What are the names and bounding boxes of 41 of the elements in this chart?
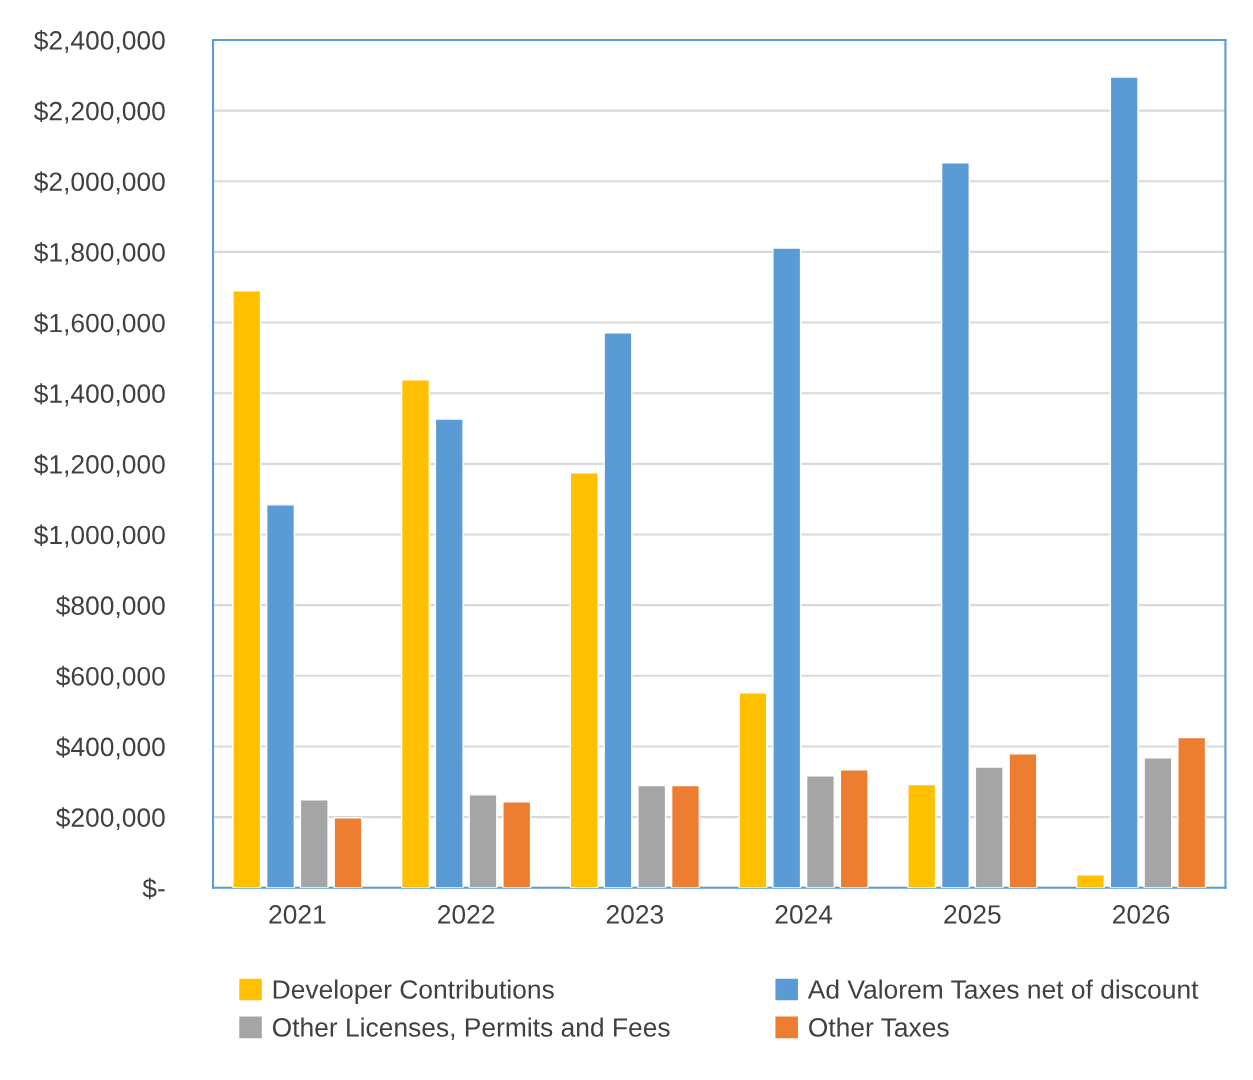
y-tick-label: $400,000: [56, 736, 165, 760]
y-tick-label: $1,200,000: [34, 453, 165, 477]
x-tick-label: 2026: [1113, 905, 1170, 924]
bar: [333, 817, 363, 888]
bar: [232, 290, 262, 888]
y-tick-label: $600,000: [56, 665, 165, 689]
y-tick-label: $1,000,000: [34, 524, 165, 548]
bar: [299, 799, 329, 888]
bar: [1177, 736, 1207, 888]
y-tick-label: $1,800,000: [34, 241, 165, 265]
bar: [400, 379, 431, 888]
bar: [502, 801, 532, 888]
legend-label: Other Licenses, Permits and Fees: [272, 1017, 670, 1040]
bar: [637, 784, 667, 888]
bar: [1075, 873, 1105, 888]
y-tick-label: $2,400,000: [34, 29, 165, 53]
bar: [569, 471, 599, 888]
bar: [839, 769, 869, 888]
bar: [468, 794, 498, 888]
bar: [670, 784, 701, 888]
y-tick-label: $1,400,000: [34, 383, 165, 407]
x-tick-label: 2024: [775, 905, 833, 924]
bar: [1008, 753, 1038, 888]
bar: [907, 783, 937, 888]
y-tick-label: $1,600,000: [34, 312, 165, 336]
x-tick-label: 2025: [944, 905, 1001, 924]
legend-label: Other Taxes: [809, 1017, 949, 1037]
x-tick-label: 2023: [606, 905, 664, 924]
y-tick-label: $200,000: [56, 807, 165, 831]
y-tick-label: $2,200,000: [34, 100, 165, 124]
y-tick-label: $800,000: [56, 595, 165, 619]
bar: [738, 692, 768, 888]
y-tick-label: $2,000,000: [34, 171, 165, 195]
x-tick-label: 2022: [438, 905, 495, 924]
bar: [974, 766, 1004, 888]
legend-label: Developer Contributions: [273, 979, 554, 1005]
bar: [1143, 757, 1173, 888]
y-tick-label: $-: [142, 877, 165, 900]
x-tick-label: 2021: [269, 905, 326, 924]
bar: [805, 775, 835, 888]
legend-label: Ad Valorem Taxes net of discount: [807, 979, 1199, 999]
